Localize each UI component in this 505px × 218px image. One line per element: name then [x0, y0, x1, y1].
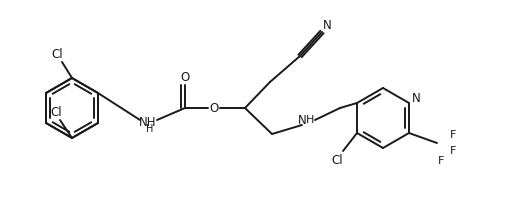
Text: F: F — [449, 130, 456, 140]
Text: F: F — [437, 156, 443, 166]
Text: N: N — [322, 19, 331, 31]
Text: N: N — [411, 92, 420, 104]
Text: Cl: Cl — [51, 48, 63, 61]
Text: H: H — [305, 115, 314, 125]
Text: N: N — [297, 114, 306, 126]
Text: Cl: Cl — [331, 153, 342, 167]
Text: O: O — [180, 70, 189, 83]
Text: O: O — [209, 102, 218, 114]
Text: F: F — [449, 146, 456, 156]
Text: Cl: Cl — [50, 106, 62, 119]
Text: H: H — [146, 124, 154, 134]
Text: NH: NH — [139, 116, 157, 128]
